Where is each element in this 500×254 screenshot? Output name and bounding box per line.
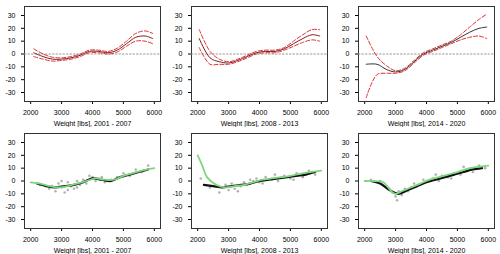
svg-text:30: 30: [342, 12, 350, 19]
svg-text:3000: 3000: [388, 109, 404, 116]
svg-text:-30: -30: [172, 89, 182, 96]
svg-text:-20: -20: [172, 76, 182, 83]
svg-text:2000: 2000: [190, 109, 206, 116]
svg-text:Weight [lbs], 2014 - 2020: Weight [lbs], 2014 - 2020: [388, 247, 466, 254]
svg-text:-20: -20: [5, 203, 15, 210]
svg-text:0: 0: [346, 50, 350, 57]
svg-text:5000: 5000: [283, 109, 299, 116]
svg-text:30: 30: [8, 12, 16, 19]
svg-text:-20: -20: [172, 203, 182, 210]
svg-text:-10: -10: [339, 63, 349, 70]
svg-text:20: 20: [175, 25, 183, 32]
svg-text:-20: -20: [339, 76, 349, 83]
svg-text:-30: -30: [339, 89, 349, 96]
svg-text:5000: 5000: [450, 236, 466, 243]
svg-text:2000: 2000: [357, 236, 373, 243]
svg-text:10: 10: [342, 164, 350, 171]
svg-text:-30: -30: [172, 216, 182, 223]
svg-text:20: 20: [342, 25, 350, 32]
svg-text:6000: 6000: [147, 236, 163, 243]
svg-text:-10: -10: [172, 63, 182, 70]
svg-text:3000: 3000: [54, 236, 70, 243]
svg-text:20: 20: [8, 152, 16, 159]
svg-text:30: 30: [342, 139, 350, 146]
svg-text:10: 10: [175, 37, 183, 44]
svg-text:Weight [lbs], 2008 - 2013: Weight [lbs], 2008 - 2013: [221, 120, 299, 128]
svg-text:-20: -20: [5, 76, 15, 83]
svg-text:-20: -20: [339, 203, 349, 210]
svg-text:Weight [lbs], 2008 - 2013: Weight [lbs], 2008 - 2013: [221, 247, 299, 254]
svg-text:30: 30: [175, 139, 183, 146]
svg-text:4000: 4000: [252, 236, 268, 243]
svg-text:Weight [lbs], 2001 - 2007: Weight [lbs], 2001 - 2007: [54, 247, 132, 254]
svg-text:4000: 4000: [85, 109, 101, 116]
svg-text:30: 30: [8, 139, 16, 146]
svg-text:10: 10: [8, 37, 16, 44]
svg-text:-30: -30: [339, 216, 349, 223]
svg-text:30: 30: [175, 12, 183, 19]
svg-text:2000: 2000: [190, 236, 206, 243]
svg-text:5000: 5000: [116, 236, 132, 243]
svg-text:3000: 3000: [221, 109, 237, 116]
svg-text:6000: 6000: [147, 109, 163, 116]
svg-text:Weight [lbs], 2014 - 2020: Weight [lbs], 2014 - 2020: [388, 120, 466, 128]
svg-text:5000: 5000: [450, 109, 466, 116]
svg-text:Weight [lbs], 2001 - 2007: Weight [lbs], 2001 - 2007: [54, 120, 132, 128]
svg-text:4000: 4000: [252, 109, 268, 116]
svg-text:-10: -10: [339, 190, 349, 197]
svg-text:3000: 3000: [388, 236, 404, 243]
svg-text:2000: 2000: [23, 109, 39, 116]
svg-text:10: 10: [175, 164, 183, 171]
svg-text:0: 0: [179, 177, 183, 184]
svg-text:6000: 6000: [314, 109, 330, 116]
svg-text:-10: -10: [172, 190, 182, 197]
svg-text:0: 0: [12, 50, 16, 57]
svg-text:4000: 4000: [85, 236, 101, 243]
svg-text:5000: 5000: [283, 236, 299, 243]
svg-text:-30: -30: [5, 89, 15, 96]
svg-text:6000: 6000: [481, 236, 497, 243]
svg-text:20: 20: [8, 25, 16, 32]
svg-text:2000: 2000: [357, 109, 373, 116]
svg-text:0: 0: [179, 50, 183, 57]
svg-text:3000: 3000: [54, 109, 70, 116]
svg-text:-10: -10: [5, 63, 15, 70]
svg-text:-10: -10: [5, 190, 15, 197]
svg-text:-30: -30: [5, 216, 15, 223]
svg-text:0: 0: [346, 177, 350, 184]
svg-text:4000: 4000: [419, 109, 435, 116]
svg-text:4000: 4000: [419, 236, 435, 243]
svg-text:10: 10: [342, 37, 350, 44]
svg-text:20: 20: [175, 152, 183, 159]
svg-text:0: 0: [12, 177, 16, 184]
svg-text:10: 10: [8, 164, 16, 171]
svg-text:6000: 6000: [314, 236, 330, 243]
svg-text:20: 20: [342, 152, 350, 159]
svg-text:5000: 5000: [116, 109, 132, 116]
svg-text:6000: 6000: [481, 109, 497, 116]
svg-text:2000: 2000: [23, 236, 39, 243]
svg-text:3000: 3000: [221, 236, 237, 243]
